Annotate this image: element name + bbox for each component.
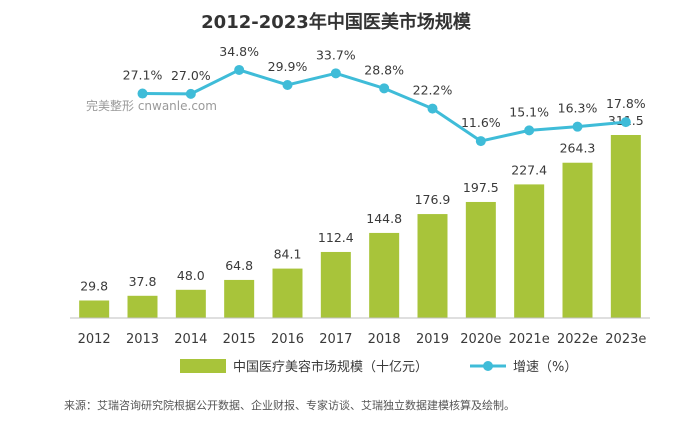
growth-point-2022e [572, 121, 583, 132]
growth-label-group: 27.1% 27.0% 34.8% 29.9% 33.7% 28.8% 22.2% 11.6%… [123, 44, 646, 130]
growth-point-2023e [620, 117, 631, 128]
growth-series [137, 64, 631, 147]
x-tick-label: 2013 [126, 332, 159, 347]
growth-value-label: 15.1% [509, 104, 549, 119]
bar-value-label: 197.5 [463, 180, 499, 195]
x-tick-label: 2020e [460, 332, 501, 347]
growth-value-label: 17.8% [606, 96, 646, 111]
x-tick-label: 2017 [319, 332, 352, 347]
bar-value-label: 29.8 [80, 278, 108, 293]
growth-value-label: 11.6% [461, 115, 501, 130]
bar-2012 [79, 300, 110, 318]
bar-2019 [417, 214, 448, 318]
bar-2014 [175, 289, 206, 318]
bar-value-label: 176.9 [415, 192, 451, 207]
bar-2015 [224, 279, 255, 318]
bar-2023e [610, 134, 641, 318]
bar-2013 [127, 295, 158, 318]
legend-line-label: 增速（%） [513, 360, 577, 375]
growth-value-label: 22.2% [413, 83, 453, 98]
bar-label-group: 29.8 37.8 48.0 64.8 84.1 112.4 144.8 176.9 197.5… [80, 113, 643, 293]
x-tick-group: 2012 2013 2014 2015 2016 2017 2018 2019 2020e 202… [78, 332, 647, 347]
growth-value-label: 27.0% [171, 68, 211, 83]
legend: 中国医疗美容市场规模（十亿元） 增速（%） [180, 359, 577, 375]
bar-value-label: 64.8 [225, 258, 253, 273]
growth-value-label: 16.3% [558, 101, 598, 116]
growth-point-2015 [234, 64, 245, 75]
bar-value-label: 112.4 [318, 230, 354, 245]
growth-point-2016 [282, 79, 293, 90]
growth-point-2014 [185, 88, 196, 99]
bar-2022e [562, 162, 593, 318]
growth-point-2013 [137, 88, 148, 99]
x-tick-label: 2014 [174, 332, 207, 347]
bar-2020e [465, 201, 496, 318]
x-tick-label: 2012 [78, 332, 111, 347]
growth-value-label: 33.7% [316, 47, 356, 62]
legend-bar-swatch [180, 359, 226, 373]
growth-value-label: 29.9% [268, 59, 308, 74]
source-note: 来源：艾瑞咨询研究院根据公开数据、企业财报、专家访谈、艾瑞独立数据建模核算及绘制… [64, 398, 515, 412]
x-tick-label: 2023e [605, 332, 646, 347]
growth-point-2017 [330, 68, 341, 79]
bar-2021e [514, 184, 545, 318]
bar-series [79, 134, 641, 318]
legend-line-marker [483, 361, 493, 371]
bar-2018 [369, 232, 400, 318]
x-tick-label: 2019 [416, 332, 449, 347]
bar-value-label: 37.8 [129, 274, 157, 289]
growth-point-2020e [475, 136, 486, 147]
growth-point-2018 [379, 83, 390, 94]
x-tick-label: 2015 [223, 332, 256, 347]
growth-point-2021e [524, 125, 535, 136]
chart-title: 2012-2023年中国医美市场规模 [201, 11, 472, 33]
bar-value-label: 264.3 [560, 141, 596, 156]
x-tick-label: 2022e [557, 332, 598, 347]
legend-bar-label: 中国医疗美容市场规模（十亿元） [233, 359, 428, 375]
watermark: 完美整形 cnwanle.com [86, 98, 217, 113]
x-tick-label: 2016 [271, 332, 304, 347]
bar-2017 [320, 251, 351, 318]
x-tick-label: 2018 [368, 332, 401, 347]
growth-value-label: 27.1% [123, 68, 163, 83]
bar-value-label: 227.4 [511, 162, 547, 177]
bar-value-label: 144.8 [366, 211, 402, 226]
bar-value-label: 48.0 [177, 268, 205, 283]
growth-point-2019 [427, 103, 438, 114]
bar-value-label: 84.1 [274, 247, 302, 262]
growth-value-label: 34.8% [219, 44, 259, 59]
growth-value-label: 28.8% [364, 62, 404, 77]
bar-2016 [272, 268, 303, 318]
x-tick-label: 2021e [509, 332, 550, 347]
